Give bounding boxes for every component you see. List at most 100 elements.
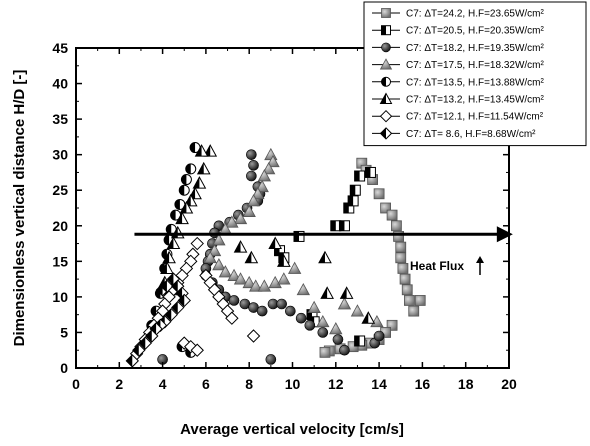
data-point	[329, 322, 343, 335]
data-point	[162, 250, 176, 264]
data-point	[125, 354, 139, 368]
data-point	[265, 354, 277, 365]
x-tick-label: 12	[328, 376, 344, 392]
data-point	[354, 170, 366, 182]
data-point	[285, 305, 296, 317]
data-point	[175, 211, 189, 225]
y-tick-label: 0	[60, 360, 68, 376]
data-point	[339, 344, 350, 356]
x-tick-label: 4	[159, 376, 167, 392]
heat-flux-arrowhead	[496, 226, 513, 243]
y-tick-label: 40	[52, 76, 68, 92]
data-point	[391, 220, 402, 232]
y-tick-label: 30	[52, 147, 68, 163]
legend-marker	[381, 76, 391, 87]
legend-label: C7: ΔT=20.5, H.F=20.35W/cm²	[406, 26, 545, 37]
data-point	[178, 184, 190, 196]
data-point	[268, 236, 283, 250]
legend-label: C7: ΔT=24.2, H.F=23.65W/cm²	[406, 9, 545, 20]
data-point	[164, 307, 178, 322]
data-point	[266, 154, 280, 168]
y-tick-label: 10	[52, 289, 68, 305]
data-point	[177, 293, 191, 308]
x-tick-label: 8	[245, 376, 253, 392]
data-point	[268, 275, 282, 289]
series-6	[157, 144, 376, 324]
y-axis-title: Dimensionless vertical distance H/D [-]	[11, 70, 28, 347]
data-point	[246, 170, 257, 182]
legend-label: C7: ΔT=13.5, H.F=13.88W/cm²	[406, 77, 545, 88]
data-point	[320, 286, 334, 299]
legend-item: C7: ΔT=13.2, H.F=13.45W/cm²	[372, 92, 545, 106]
legend-item: C7: ΔT=17.5, H.F=18.32W/cm²	[372, 58, 545, 71]
data-point	[370, 314, 384, 328]
data-point	[256, 305, 268, 317]
plot-area	[125, 142, 426, 368]
data-point	[373, 188, 385, 200]
data-point	[192, 176, 207, 189]
data-point	[212, 233, 226, 246]
data-point	[171, 300, 185, 315]
series-4	[203, 147, 384, 335]
data-point	[277, 272, 291, 285]
data-point	[347, 195, 359, 207]
data-point	[228, 295, 240, 306]
data-point	[132, 343, 146, 357]
data-point	[276, 254, 291, 267]
y-tick-label: 5	[60, 324, 68, 340]
data-point	[354, 335, 366, 347]
series-8	[125, 272, 191, 368]
data-point	[386, 209, 398, 221]
data-point	[337, 297, 352, 310]
data-point	[257, 169, 272, 182]
legend-label: C7: ΔT=13.2, H.F=13.45W/cm²	[406, 95, 545, 106]
heat-flux-annotation: Heat Flux	[134, 226, 513, 275]
data-point	[304, 320, 316, 331]
data-point	[246, 329, 261, 343]
data-point	[349, 184, 361, 196]
data-point	[190, 236, 204, 251]
legend-label: C7: ΔT=18.2, H.F=19.35W/cm²	[406, 43, 545, 54]
data-point	[295, 312, 307, 324]
legend-item: C7: ΔT=13.5, H.F=13.88W/cm²	[372, 76, 545, 88]
data-point	[332, 334, 344, 345]
data-point	[242, 204, 256, 217]
x-tick-label: 14	[371, 376, 387, 392]
data-point	[203, 250, 217, 264]
y-tick-label: 45	[52, 40, 68, 56]
x-tick-label: 0	[72, 376, 80, 392]
legend-item: C7: ΔT=18.2, H.F=19.35W/cm²	[372, 42, 545, 54]
data-point	[174, 198, 186, 210]
y-tick-label: 20	[52, 218, 68, 234]
data-point	[380, 202, 391, 214]
data-point	[350, 304, 365, 317]
data-point	[361, 311, 376, 324]
legend: C7: ΔT=24.2, H.F=23.65W/cm² C7: ΔT=20.5, …	[363, 1, 587, 147]
y-tick-label: 35	[52, 111, 68, 127]
x-tick-label: 18	[458, 376, 474, 392]
data-point	[248, 160, 259, 171]
data-point	[373, 330, 385, 342]
data-point	[255, 179, 269, 193]
series-2	[274, 166, 376, 347]
legend-item: C7: ΔT=24.2, H.F=23.65W/cm²	[372, 8, 545, 20]
data-point	[364, 166, 376, 178]
data-point	[138, 336, 152, 350]
data-point	[233, 240, 248, 253]
x-axis-title: Average vertical velocity [cm/s]	[180, 421, 404, 438]
data-point	[386, 319, 398, 331]
data-point	[190, 343, 204, 357]
y-tick-label: 15	[52, 253, 68, 269]
legend-label: C7: ΔT=12.1, H.F=11.54W/cm²	[406, 112, 544, 123]
data-point	[233, 272, 248, 285]
data-point	[251, 186, 265, 200]
data-point	[408, 305, 420, 317]
data-point	[242, 275, 256, 289]
data-point	[246, 194, 261, 207]
data-point	[244, 250, 259, 264]
data-point	[293, 230, 305, 242]
legend-label: C7: ΔT=17.5, H.F=18.32W/cm²	[406, 60, 545, 71]
data-point	[399, 273, 411, 285]
data-point	[194, 144, 209, 157]
